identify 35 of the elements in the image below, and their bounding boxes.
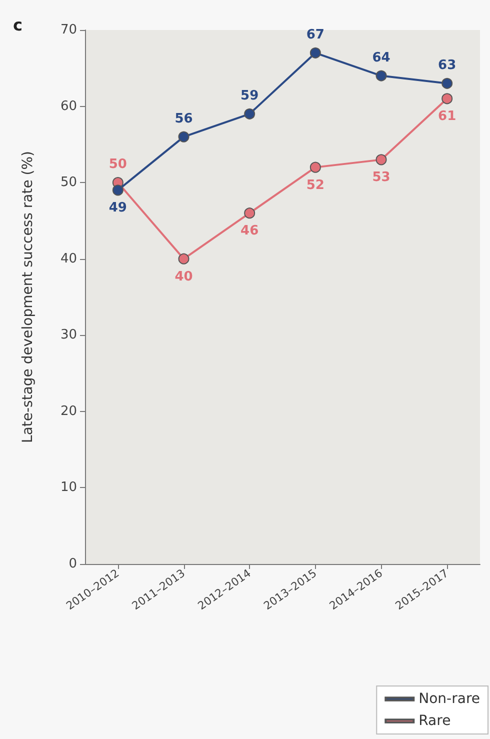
point: [178, 131, 190, 142]
point: [442, 78, 453, 89]
point: [178, 253, 190, 264]
chart-title: c: [13, 16, 22, 34]
y-tick-label: 40: [60, 251, 77, 266]
point: [310, 47, 321, 58]
data-label: 61: [438, 109, 456, 124]
data-label: 40: [174, 269, 193, 284]
point: [310, 162, 321, 173]
y-axis-title: Late-stage development success rate (%): [20, 151, 36, 443]
y-tick-label: 20: [60, 404, 77, 419]
y-tick-label: 70: [60, 22, 77, 38]
point: [376, 154, 387, 166]
y-tick-label: 50: [60, 175, 77, 190]
data-label: 49: [108, 200, 127, 216]
data-label: 56: [174, 111, 193, 126]
point: [442, 93, 453, 104]
y-tick-label: 10: [60, 480, 77, 496]
point: [244, 208, 256, 219]
y-tick-label: 60: [60, 98, 77, 114]
point: [112, 184, 124, 196]
data-label: 46: [240, 224, 259, 239]
data-label: 50: [108, 157, 127, 172]
data-label: 53: [372, 170, 390, 186]
data-label: 63: [438, 58, 456, 73]
legend-label: Rare: [418, 713, 451, 729]
y-tick-label: 0: [68, 556, 77, 572]
point: [376, 70, 387, 82]
data-label: 52: [306, 178, 324, 193]
y-tick-label: 30: [60, 328, 77, 343]
data-label: 67: [306, 27, 324, 42]
point: [244, 108, 256, 120]
data-label: 59: [240, 88, 259, 104]
data-label: 64: [372, 50, 390, 66]
legend-label: Non-rare: [418, 691, 480, 707]
